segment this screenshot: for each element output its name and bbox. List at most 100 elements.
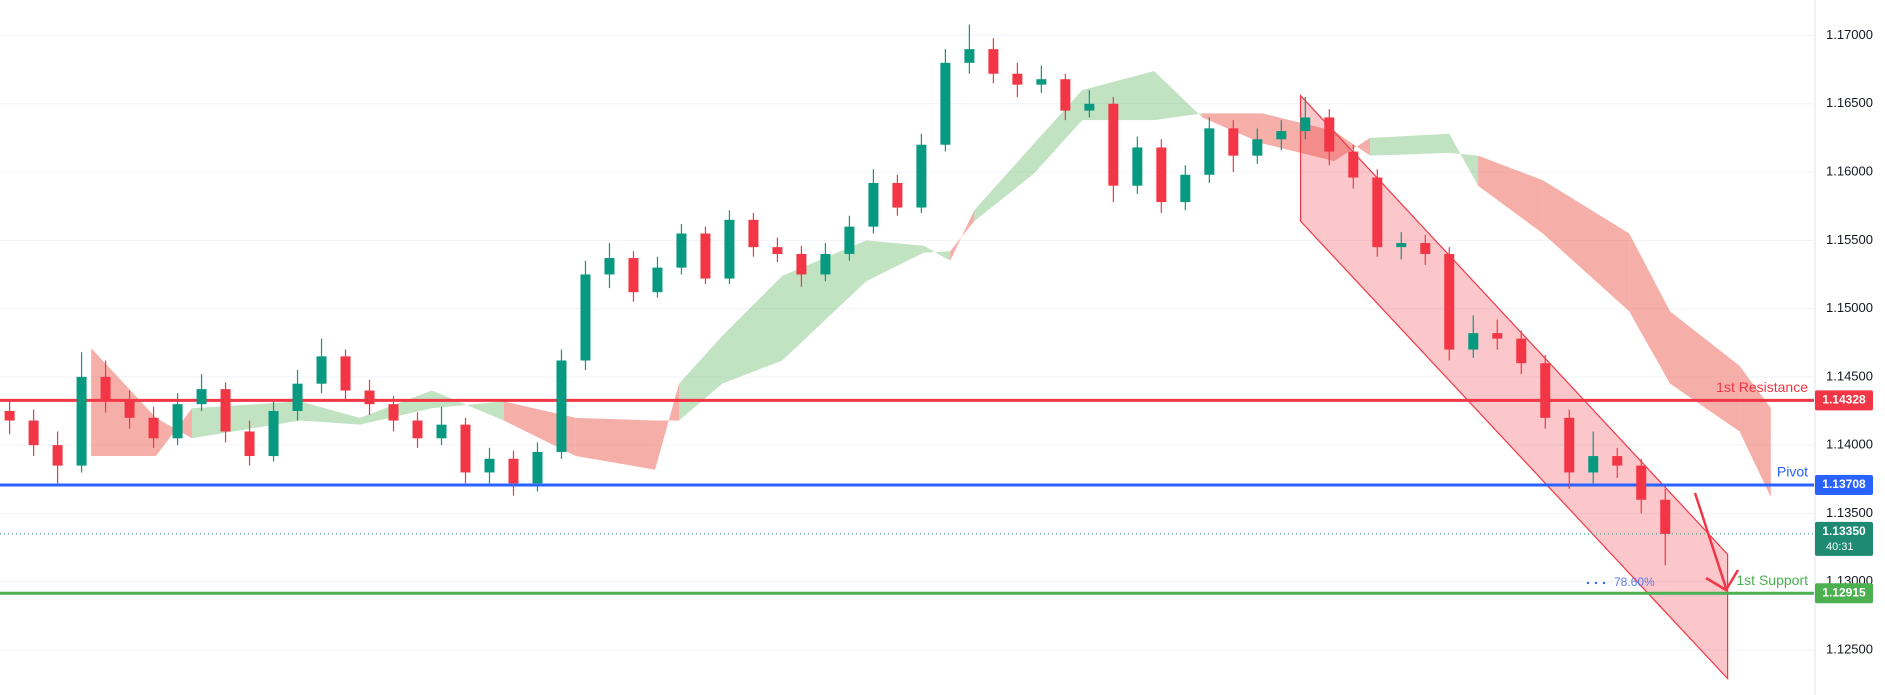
candle-body [1084,103,1095,111]
candle-body [1108,103,1119,186]
candle-body [460,424,471,473]
candle-body [940,62,951,145]
y-tick-label: 1.13500 [1826,505,1873,520]
candle-body [1420,243,1431,254]
y-tick-label: 1.12500 [1826,641,1873,656]
candle-body [196,389,207,405]
cloud-segment [575,417,656,470]
candle-body [124,401,135,418]
candle-body [1564,417,1575,473]
y-tick-label: 1.14500 [1826,368,1873,383]
price-tag [1815,390,1873,411]
candle-body [628,258,639,293]
candle-body [532,451,543,484]
candle-body [1132,147,1143,186]
candle-body [148,417,159,439]
candle-body [772,247,783,254]
candle-body [436,424,447,439]
candle-body [1540,363,1551,418]
cloud-segment [722,275,783,384]
cloud-segment [1739,365,1771,498]
price-tag [1815,521,1873,556]
candle-body [268,410,279,457]
candle-body [652,267,663,293]
candle-body [292,383,303,411]
candle-body [988,49,999,74]
candle-body [388,404,399,421]
candle-body [700,233,711,279]
price-tag-label: 1.12915 [1822,585,1866,599]
candle-body [1372,177,1383,248]
candle-body [820,253,831,275]
candle-body [1276,131,1287,140]
candle-body [4,410,15,421]
candle-body [916,144,927,208]
candle-body [412,420,423,439]
candle-body [1468,333,1479,350]
candle-body [1516,338,1527,364]
level-name: 1st Resistance [1716,379,1808,395]
cloud-segment [1629,233,1671,384]
candle-body [1636,465,1647,500]
cloud-segment [974,143,1035,222]
cloud-segment [91,348,156,457]
y-tick-label: 1.14000 [1826,437,1873,452]
cloud-segment [1154,71,1203,121]
candle-body [1396,243,1407,248]
level-name: 1st Support [1736,572,1808,588]
candle-body [172,404,183,439]
candle-body [1180,174,1191,203]
candle-body [676,233,687,268]
candle-body [364,390,375,405]
y-tick-label: 1.16000 [1826,163,1873,178]
cloud-segment [950,210,975,261]
candle-body [100,376,111,402]
fib-dots [1586,581,1606,585]
candle-body [1012,73,1023,85]
price-tag-label: 1.14328 [1822,393,1866,407]
candle-body [1492,333,1503,339]
candle-body [1060,79,1071,111]
candle-body [964,49,975,63]
candle-body [796,253,807,275]
candle-body [724,219,735,279]
candle-body [1300,117,1311,132]
candle-body [1036,79,1047,85]
cloud-segment [655,383,680,470]
cloud-segment [923,245,951,261]
candle-body [1324,117,1335,152]
candle-body [556,360,567,452]
candle-body [604,258,615,275]
candle-body [1204,128,1215,175]
cloud-segment [1370,133,1450,156]
price-tag [1815,583,1873,604]
y-tick-label: 1.15000 [1826,300,1873,315]
cloud-segment [299,401,360,425]
cloud-segment [1334,131,1371,162]
candle-body [1444,253,1455,350]
candle-body [844,226,855,254]
candle-body [868,182,879,227]
cloud-segment [431,390,504,421]
candle-body [1588,456,1599,473]
candle-body [244,431,255,457]
candle-body [340,356,351,391]
fib-label: 78.60% [1614,575,1655,589]
countdown: 40:31 [1826,541,1854,553]
y-tick-label: 1.17000 [1826,27,1873,42]
cloud-segment [1034,90,1083,174]
candle-body [28,420,39,446]
cloud-segment [1262,113,1335,162]
last-price-label: 1.13350 [1822,524,1866,538]
candle-body [52,445,63,466]
cloud-segment [1478,155,1543,234]
cloud-segment [1542,180,1630,312]
candle-body [892,182,903,208]
candle-body [1348,151,1359,178]
candle-body [1156,147,1167,203]
y-tick-label: 1.16500 [1826,95,1873,110]
cloud-segment [1449,133,1479,186]
level-name: Pivot [1777,464,1808,480]
candle-body [1252,139,1263,156]
